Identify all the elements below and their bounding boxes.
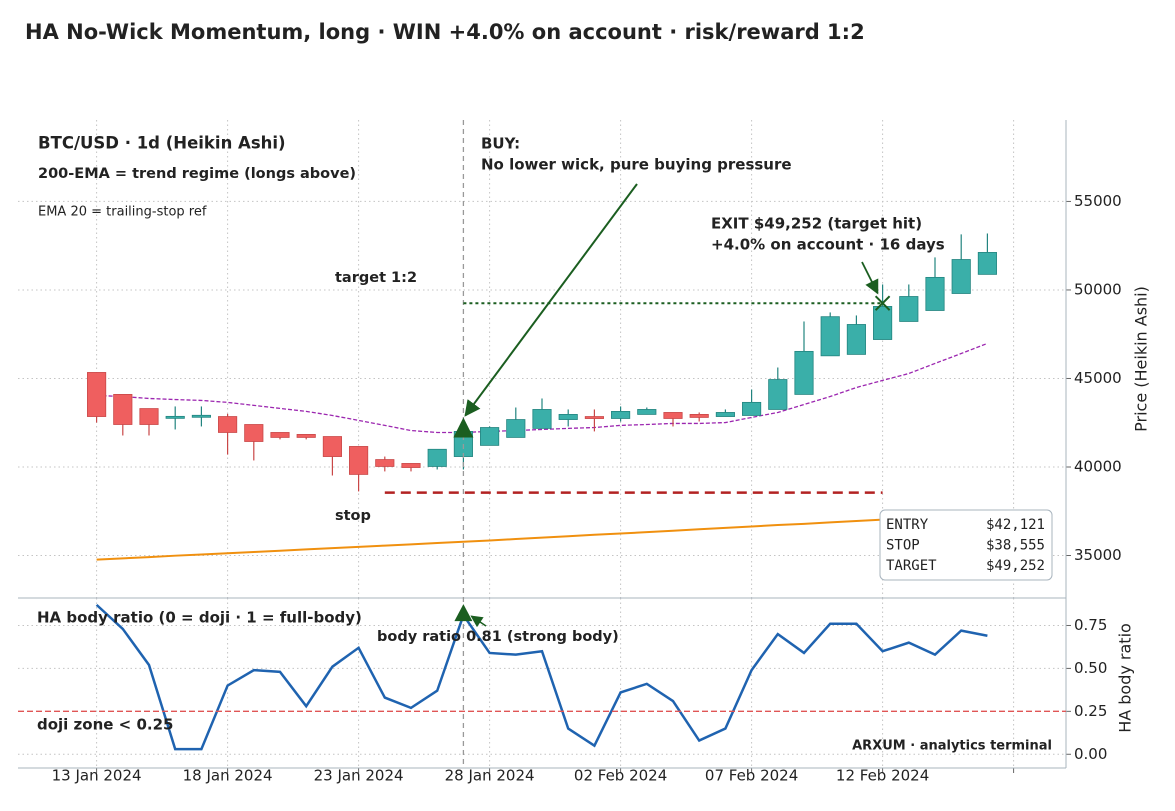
- y-tick-label: 45000: [1074, 369, 1122, 387]
- exit-label: EXIT $49,252 (target hit): [711, 215, 922, 233]
- candle-body: [191, 414, 211, 418]
- x-tick-label: 12 Feb 2024: [836, 767, 929, 785]
- trade-row-name: TARGET: [886, 558, 937, 574]
- trade-row-name: STOP: [886, 538, 920, 554]
- candle-body: [296, 434, 316, 438]
- candle-body: [742, 401, 762, 416]
- trade-row-value: $49,252: [986, 558, 1045, 574]
- target-label: target 1:2: [335, 270, 417, 286]
- candle-body: [689, 414, 709, 418]
- candle-body: [401, 463, 421, 468]
- candle-body: [768, 379, 788, 410]
- candle-body: [951, 259, 971, 294]
- candle-body: [427, 448, 447, 467]
- candle-body: [715, 412, 735, 417]
- candle-body: [873, 306, 893, 340]
- x-tick-label: 28 Jan 2024: [445, 767, 535, 785]
- candle-body: [218, 416, 238, 433]
- annotation-arrow: [470, 615, 487, 628]
- candle-body: [925, 276, 945, 311]
- entry-marker: [454, 604, 473, 622]
- x-tick-label: 07 Feb 2024: [705, 767, 798, 785]
- exit-label: +4.0% on account · 16 days: [711, 236, 945, 254]
- candle-body: [899, 296, 919, 322]
- candle-body: [532, 409, 552, 429]
- y-tick-label: 50000: [1074, 280, 1122, 298]
- candle-body: [977, 252, 997, 275]
- candle-body: [270, 432, 290, 438]
- series-line: [95, 603, 988, 751]
- y-tick-label: 55000: [1074, 192, 1122, 210]
- candle-body: [375, 459, 395, 467]
- trade-row-value: $38,555: [986, 538, 1045, 554]
- entry-marker: [453, 417, 474, 438]
- trade-box: [879, 509, 1053, 581]
- legend-label: 200-EMA = trend regime (longs above): [38, 166, 356, 182]
- candle-body: [322, 436, 342, 457]
- footer: ARXUM · analytics terminal: [852, 739, 1052, 754]
- stop-label: stop: [335, 508, 371, 524]
- trade-row-name: ENTRY: [886, 517, 929, 533]
- legend-label: EMA 20 = trailing-stop ref: [38, 205, 207, 220]
- x-tick-label: 18 Jan 2024: [183, 767, 273, 785]
- y-axis-label: HA body ratio: [1116, 623, 1135, 733]
- chart-title: HA No-Wick Momentum, long · WIN +4.0% on…: [25, 20, 865, 44]
- annotation-label: body ratio 0.81 (strong body): [377, 629, 619, 645]
- candle-body: [637, 409, 657, 415]
- x-tick-label: 02 Feb 2024: [574, 767, 667, 785]
- candle-body: [558, 414, 578, 420]
- candle-body: [244, 424, 264, 442]
- candle-body: [846, 324, 866, 355]
- x-tick-label: 23 Jan 2024: [314, 767, 404, 785]
- annotation-arrow: [861, 261, 879, 295]
- trade-row-value: $42,121: [986, 517, 1045, 533]
- candle-body: [480, 427, 500, 446]
- y-tick-label: 0.00: [1074, 745, 1107, 763]
- candle-body: [794, 350, 814, 395]
- threshold-label: doji zone < 0.25: [37, 716, 173, 734]
- candle-body: [165, 415, 185, 419]
- y-tick-label: 40000: [1074, 457, 1122, 475]
- candle-body: [87, 372, 107, 417]
- candle-body: [584, 416, 604, 419]
- y-tick-label: 0.75: [1074, 616, 1107, 634]
- y-axis-label: Price (Heikin Ashi): [1132, 286, 1151, 432]
- overlay-line: [96, 512, 988, 561]
- y-tick-label: 0.25: [1074, 702, 1107, 720]
- y-tick-label: 0.50: [1074, 659, 1107, 677]
- annotation-arrow: [464, 183, 638, 417]
- candle-body: [820, 316, 840, 357]
- candle-body: [349, 446, 369, 475]
- candle-body: [139, 408, 159, 425]
- buy-label: BUY:: [481, 135, 520, 153]
- candle-body: [506, 419, 526, 438]
- x-tick-label: 13 Jan 2024: [52, 767, 142, 785]
- overlay-line: [96, 342, 988, 434]
- candle-body: [611, 411, 631, 419]
- subtitle: BTC/USD · 1d (Heikin Ashi): [38, 134, 286, 153]
- y-tick-label: 35000: [1074, 546, 1122, 564]
- candle-body: [113, 394, 133, 425]
- exit-marker: [874, 295, 891, 311]
- legend-label: HA body ratio (0 = doji · 1 = full-body): [37, 609, 362, 627]
- candle-body: [663, 412, 683, 419]
- buy-label: No lower wick, pure buying pressure: [481, 156, 792, 174]
